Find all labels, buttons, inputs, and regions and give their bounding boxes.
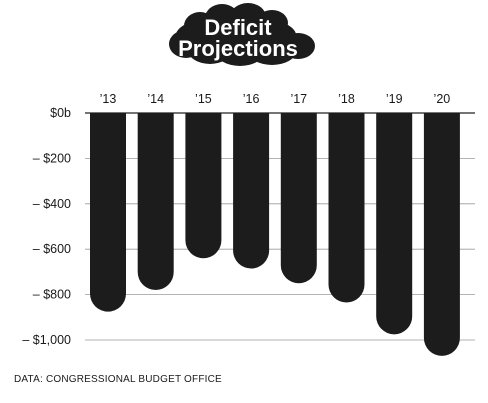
x-tick-label-7: ’20: [434, 92, 451, 106]
y-tick-label-2: – $400: [33, 197, 71, 211]
y-tick-label-5: – $1,000: [22, 333, 71, 347]
bar-0: [90, 113, 126, 312]
title-cloud: Deficit Projections: [169, 3, 315, 66]
x-tick-label-6: ’19: [386, 92, 403, 106]
x-tick-label-1: ’14: [147, 92, 164, 106]
bar-7: [423, 113, 460, 356]
cloud-puff-9: [176, 15, 296, 55]
bar-6: [376, 113, 413, 335]
x-tick-label-3: ’16: [243, 92, 260, 106]
x-tick-label-2: ’15: [195, 92, 212, 106]
bar-5: [328, 113, 365, 303]
x-tick-label-4: ’17: [290, 92, 307, 106]
x-axis-tick-labels: ’13 ’14 ’15 ’16 ’17 ’18 ’19 ’20: [100, 92, 451, 106]
bar-1: [137, 113, 174, 291]
bar-3: [233, 113, 270, 269]
y-axis-tick-labels: $0b – $200 – $400 – $600 – $800 – $1,000: [22, 106, 71, 347]
x-tick-label-0: ’13: [100, 92, 117, 106]
bar-4: [280, 113, 317, 284]
x-tick-label-5: ’18: [338, 92, 355, 106]
chart-title-line-1: Deficit: [204, 15, 272, 40]
y-tick-label-4: – $800: [33, 288, 71, 302]
source-note: DATA: CONGRESSIONAL BUDGET OFFICE: [14, 374, 222, 385]
bar-2: [185, 113, 222, 259]
y-tick-label-3: – $600: [33, 242, 71, 256]
bars: [90, 113, 460, 356]
chart-title-line-2: Projections: [178, 36, 298, 61]
y-tick-label-1: – $200: [33, 151, 71, 165]
cloud-background: [169, 3, 315, 66]
y-tick-label-0: $0b: [50, 106, 71, 120]
